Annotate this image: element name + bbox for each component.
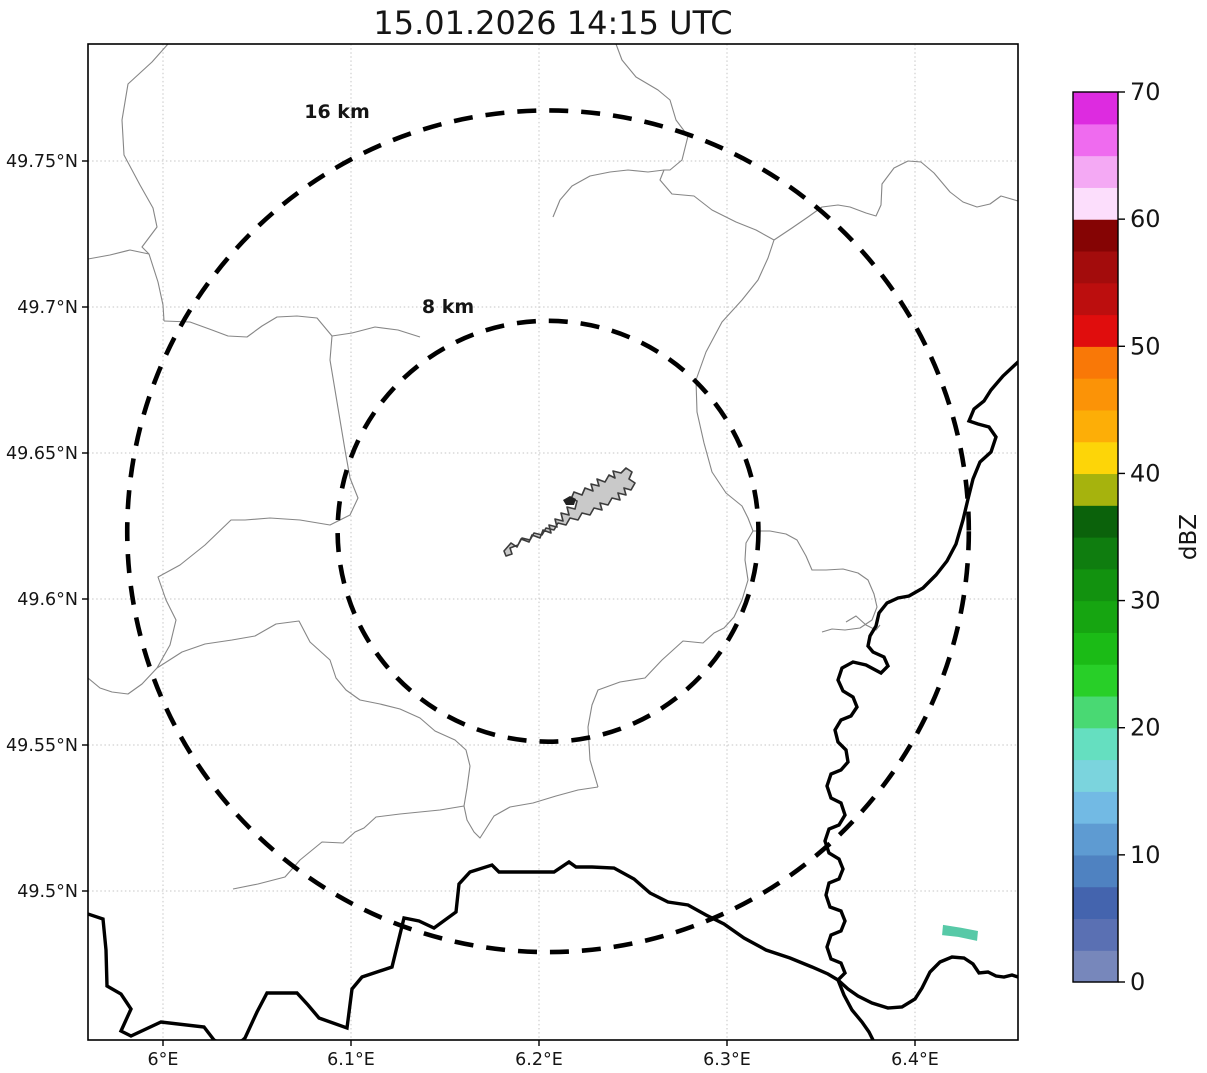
range-ring-16km-label: 16 km bbox=[304, 101, 370, 123]
colorbar-segment bbox=[1073, 823, 1118, 856]
colorbar-segment bbox=[1073, 155, 1118, 188]
boundary-line bbox=[232, 805, 465, 890]
colorbar-segment bbox=[1073, 409, 1118, 443]
colorbar-tick-label: 50 bbox=[1130, 332, 1161, 360]
city-dark-spot bbox=[563, 496, 576, 505]
y-tick-label: 49.75°N bbox=[6, 152, 78, 172]
y-tick-label: 49.55°N bbox=[6, 736, 78, 756]
map-content bbox=[88, 44, 1018, 1040]
colorbar-segment bbox=[1073, 918, 1118, 951]
colorbar-tick-label: 40 bbox=[1130, 459, 1161, 487]
grid-lines bbox=[88, 44, 1018, 1040]
boundary-line bbox=[587, 530, 754, 788]
x-tick-label: 6.3°E bbox=[703, 1050, 751, 1070]
colorbar-segment bbox=[1073, 854, 1118, 888]
colorbar-segment bbox=[1073, 632, 1118, 665]
colorbar-tick-label: 0 bbox=[1130, 968, 1145, 996]
colorbar-tick-label: 10 bbox=[1130, 841, 1161, 869]
colorbar-label: dBZ bbox=[1176, 514, 1202, 560]
boundary-line bbox=[156, 620, 599, 839]
x-axis-labels: 6°E 6.1°E 6.2°E 6.3°E 6.4°E bbox=[148, 1050, 939, 1070]
country-borders bbox=[88, 360, 1018, 1040]
colorbar-segment bbox=[1073, 568, 1118, 602]
axis-tick-marks bbox=[82, 160, 916, 1046]
colorbar-segment bbox=[1073, 346, 1118, 379]
border-east bbox=[836, 955, 1018, 1010]
colorbar-segment bbox=[1073, 473, 1118, 506]
plot-frame bbox=[87, 43, 1019, 1041]
colorbar-segment bbox=[1073, 759, 1118, 792]
colorbar-segment bbox=[1073, 695, 1118, 729]
colorbar-segment bbox=[1073, 791, 1118, 824]
colorbar-tick-label: 60 bbox=[1130, 205, 1161, 233]
border-south-branch bbox=[836, 978, 875, 1040]
colorbar-segment bbox=[1073, 886, 1118, 920]
range-ring-16km bbox=[124, 108, 972, 955]
colorbar-segment bbox=[1073, 123, 1118, 157]
y-axis-labels: 49.75°N 49.7°N 49.65°N 49.6°N 49.55°N 49.5°N bbox=[6, 152, 78, 902]
border-france bbox=[88, 859, 840, 1040]
y-tick-label: 49.5°N bbox=[17, 882, 78, 902]
colorbar-segment bbox=[1073, 950, 1118, 983]
colorbar-tick-label: 30 bbox=[1130, 587, 1161, 615]
boundary-line bbox=[88, 249, 150, 260]
boundary-line bbox=[773, 160, 1018, 241]
boundary-line bbox=[845, 615, 881, 631]
x-tick-label: 6.1°E bbox=[327, 1050, 375, 1070]
colorbar-segment bbox=[1073, 505, 1118, 538]
y-tick-label: 49.6°N bbox=[17, 590, 78, 610]
colorbar-tick-label: 20 bbox=[1130, 714, 1161, 742]
colorbar-segment bbox=[1073, 314, 1118, 347]
boundary-line bbox=[615, 44, 689, 171]
colorbar-segment bbox=[1073, 664, 1118, 697]
border-moselle bbox=[823, 360, 1018, 982]
radar-echo bbox=[942, 924, 978, 941]
y-tick-label: 49.7°N bbox=[17, 298, 78, 318]
boundary-line bbox=[88, 667, 158, 695]
airport-polygon bbox=[503, 467, 636, 557]
colorbar-ticks: 0 10 20 30 40 50 60 70 bbox=[1118, 78, 1161, 996]
boundary-line bbox=[695, 239, 775, 532]
range-ring-8km-label: 8 km bbox=[422, 296, 474, 318]
municipal-boundaries bbox=[88, 44, 1018, 890]
x-tick-label: 6.2°E bbox=[515, 1050, 563, 1070]
range-ring-8km bbox=[335, 318, 761, 744]
colorbar-segment bbox=[1073, 250, 1118, 284]
colorbar-segment bbox=[1073, 537, 1118, 570]
boundary-line bbox=[753, 530, 878, 633]
colorbar-segment bbox=[1073, 219, 1118, 252]
colorbar-segment bbox=[1073, 187, 1118, 220]
x-tick-label: 6.4°E bbox=[891, 1050, 939, 1070]
plot-title: 15.01.2026 14:15 UTC bbox=[373, 4, 732, 42]
colorbar-segment bbox=[1073, 378, 1118, 411]
colorbar-segment bbox=[1073, 727, 1118, 761]
boundary-line bbox=[156, 335, 359, 669]
boundary-line bbox=[121, 44, 169, 322]
colorbar-segment bbox=[1073, 282, 1118, 316]
y-tick-label: 49.65°N bbox=[6, 444, 78, 464]
colorbar-segment bbox=[1073, 441, 1118, 475]
colorbar-frame bbox=[1072, 91, 1119, 983]
boundary-line bbox=[163, 315, 421, 338]
x-tick-label: 6°E bbox=[148, 1050, 179, 1070]
colorbar-tick-label: 70 bbox=[1130, 78, 1161, 106]
boundary-line bbox=[552, 169, 775, 241]
colorbar-segment bbox=[1073, 600, 1118, 633]
colorbar-segment bbox=[1073, 92, 1118, 125]
colorbar-segments bbox=[1073, 92, 1118, 983]
